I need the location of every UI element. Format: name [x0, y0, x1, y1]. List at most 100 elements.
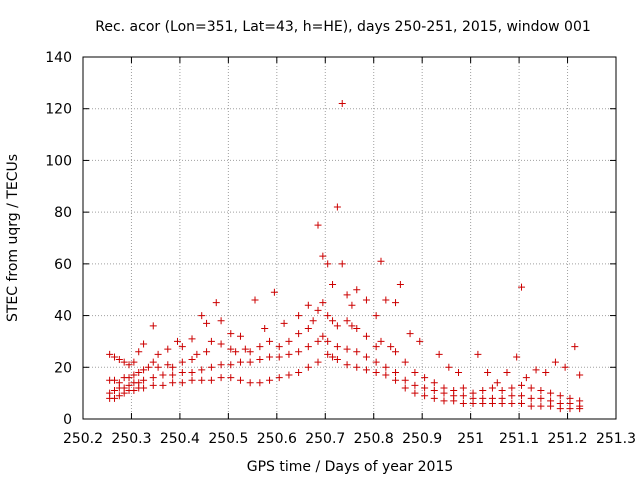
- data-point-plus-marker: [556, 405, 564, 413]
- data-point-plus-marker: [547, 402, 555, 410]
- data-point-plus-marker: [203, 348, 211, 356]
- data-point-plus-marker: [188, 376, 196, 384]
- data-point-plus-marker: [372, 358, 380, 366]
- data-point-plus-marker: [411, 389, 419, 397]
- data-point-plus-marker: [140, 376, 148, 384]
- data-point-plus-marker: [329, 281, 337, 289]
- data-point-plus-marker: [576, 405, 584, 413]
- chart-title: Rec. acor (Lon=351, Lat=43, h=HE), days …: [95, 19, 591, 35]
- data-point-plus-marker: [173, 337, 181, 345]
- data-point-plus-marker: [382, 363, 390, 371]
- data-point-plus-marker: [479, 387, 487, 395]
- data-point-plus-marker: [406, 330, 414, 338]
- data-point-plus-marker: [508, 392, 516, 400]
- data-point-plus-marker: [333, 203, 341, 211]
- data-point-plus-marker: [440, 389, 448, 397]
- y-tick-label: 40: [54, 309, 72, 325]
- data-point-plus-marker: [498, 399, 506, 407]
- data-point-plus-marker: [527, 384, 535, 392]
- data-point-plus-marker: [421, 374, 429, 382]
- data-point-plus-marker: [130, 358, 138, 366]
- data-point-plus-marker: [324, 312, 332, 320]
- data-point-plus-marker: [421, 384, 429, 392]
- data-point-plus-marker: [178, 358, 186, 366]
- data-point-plus-marker: [527, 394, 535, 402]
- data-point-plus-marker: [314, 306, 322, 314]
- data-point-plus-marker: [256, 379, 264, 387]
- grid: [83, 57, 616, 419]
- data-point-plus-marker: [314, 337, 322, 345]
- data-point-plus-marker: [285, 371, 293, 379]
- data-point-plus-marker: [362, 353, 370, 361]
- data-point-plus-marker: [236, 358, 244, 366]
- y-tick-label: 100: [45, 153, 72, 169]
- data-point-plus-marker: [198, 376, 206, 384]
- x-tick-label: 251.1: [499, 431, 539, 447]
- data-point-plus-marker: [266, 337, 274, 345]
- data-point-plus-marker: [130, 387, 138, 395]
- x-tick-label: 250.3: [111, 431, 151, 447]
- data-point-plus-marker: [125, 374, 133, 382]
- data-points: [106, 100, 584, 413]
- data-point-plus-marker: [542, 368, 550, 376]
- data-point-plus-marker: [372, 343, 380, 351]
- y-tick-label: 120: [45, 102, 72, 118]
- data-point-plus-marker: [392, 368, 400, 376]
- data-point-plus-marker: [115, 392, 123, 400]
- data-point-plus-marker: [169, 379, 177, 387]
- data-point-plus-marker: [387, 343, 395, 351]
- data-point-plus-marker: [401, 376, 409, 384]
- x-tick-label: 250.5: [208, 431, 248, 447]
- data-point-plus-marker: [149, 374, 157, 382]
- data-point-plus-marker: [392, 299, 400, 307]
- data-point-plus-marker: [508, 399, 516, 407]
- x-tick-label: 250.9: [402, 431, 442, 447]
- data-point-plus-marker: [401, 358, 409, 366]
- data-point-plus-marker: [285, 350, 293, 358]
- data-point-plus-marker: [232, 348, 240, 356]
- data-point-plus-marker: [348, 301, 356, 309]
- plot-frame: [82, 56, 617, 420]
- data-point-plus-marker: [561, 363, 569, 371]
- data-point-plus-marker: [193, 350, 201, 358]
- data-point-plus-marker: [227, 345, 235, 353]
- y-tick-label: 80: [54, 205, 72, 221]
- x-tick-label: 251.2: [547, 431, 587, 447]
- x-tick-label: 250.2: [63, 431, 103, 447]
- data-point-plus-marker: [362, 296, 370, 304]
- data-point-plus-marker: [566, 405, 574, 413]
- data-point-plus-marker: [401, 384, 409, 392]
- data-point-plus-marker: [207, 376, 215, 384]
- data-point-plus-marker: [275, 343, 283, 351]
- data-point-plus-marker: [227, 361, 235, 369]
- data-point-plus-marker: [518, 283, 526, 291]
- y-tick-label: 20: [54, 360, 72, 376]
- data-point-plus-marker: [246, 348, 254, 356]
- data-point-plus-marker: [488, 399, 496, 407]
- data-point-plus-marker: [421, 392, 429, 400]
- x-tick-label: 251: [457, 431, 484, 447]
- data-point-plus-marker: [518, 392, 526, 400]
- data-point-plus-marker: [207, 337, 215, 345]
- data-point-plus-marker: [479, 399, 487, 407]
- data-point-plus-marker: [120, 389, 128, 397]
- data-point-plus-marker: [513, 353, 521, 361]
- data-point-plus-marker: [135, 368, 143, 376]
- data-point-plus-marker: [188, 368, 196, 376]
- data-point-plus-marker: [125, 361, 133, 369]
- data-point-plus-marker: [140, 384, 148, 392]
- data-point-plus-marker: [140, 340, 148, 348]
- data-point-plus-marker: [522, 374, 530, 382]
- data-point-plus-marker: [343, 345, 351, 353]
- data-point-plus-marker: [392, 348, 400, 356]
- data-point-plus-marker: [135, 348, 143, 356]
- data-point-plus-marker: [115, 356, 123, 364]
- data-point-plus-marker: [416, 337, 424, 345]
- data-point-plus-marker: [304, 363, 312, 371]
- data-point-plus-marker: [110, 394, 118, 402]
- data-point-plus-marker: [217, 340, 225, 348]
- data-point-plus-marker: [362, 366, 370, 374]
- data-point-plus-marker: [377, 257, 385, 265]
- data-point-plus-marker: [227, 374, 235, 382]
